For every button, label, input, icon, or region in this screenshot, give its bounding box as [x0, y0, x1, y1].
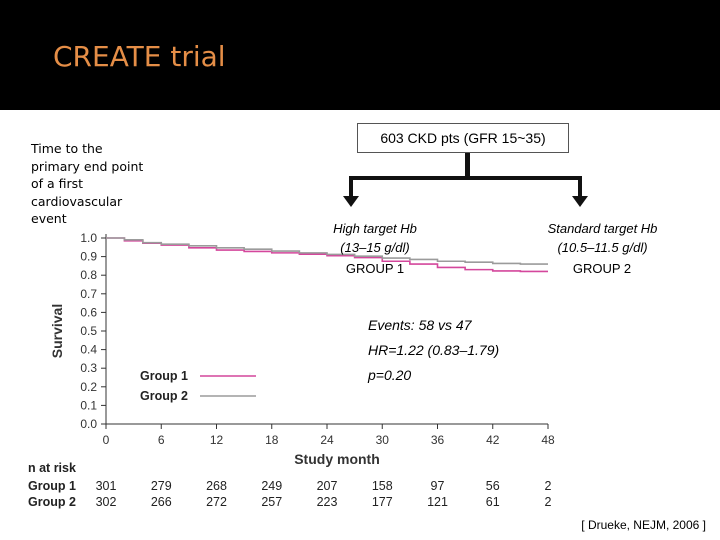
x-tick-label: 42	[486, 433, 500, 447]
x-tick-label: 36	[431, 433, 445, 447]
y-tick-label: 0.6	[80, 305, 97, 319]
x-tick-label: 24	[320, 433, 334, 447]
y-tick-label: 0.5	[80, 324, 97, 338]
side-caption-line: of a first	[31, 176, 84, 191]
side-caption-line: Time to the	[31, 141, 103, 156]
at-risk-value: 207	[317, 479, 338, 493]
at-risk-value: 302	[96, 495, 117, 509]
arm2-line1: Standard target Hb	[547, 221, 658, 236]
p-value-annotation: p=0.20	[368, 367, 412, 383]
y-axis-title: Survival	[49, 304, 65, 358]
legend-label-group-1: Group 1	[140, 369, 188, 383]
arm1-group-label: GROUP 1	[345, 261, 405, 276]
survival-curve-group-2	[106, 237, 548, 265]
at-risk-value: 279	[151, 479, 172, 493]
hazard-ratio-annotation: HR=1.22 (0.83–1.79)	[368, 342, 500, 358]
at-risk-value: 158	[372, 479, 393, 493]
legend-label-group-2: Group 2	[140, 389, 188, 403]
at-risk-value: 268	[206, 479, 227, 493]
connector-left-drop	[349, 176, 353, 198]
arm2-group-label: GROUP 2	[572, 261, 632, 276]
slide-title: CREATE trial	[53, 40, 226, 73]
x-tick-label: 6	[158, 433, 165, 447]
connector-bar	[349, 176, 582, 180]
side-caption: Time to the primary end point of a first…	[31, 140, 161, 228]
citation: [ Drueke, NEJM, 2006 ]	[581, 518, 706, 532]
x-axis-title: Study month	[294, 451, 380, 467]
at-risk-row-label: Group 2	[28, 495, 76, 509]
x-tick-label: 18	[265, 433, 279, 447]
at-risk-header: n at risk	[28, 461, 76, 475]
side-caption-line: event	[31, 211, 67, 226]
arrowhead-right	[572, 196, 588, 207]
at-risk-value: 177	[372, 495, 393, 509]
at-risk-value: 56	[486, 479, 500, 493]
at-risk-value: 272	[206, 495, 227, 509]
arm1-line2: (13–15 g/dl)	[340, 240, 410, 255]
y-tick-label: 1.0	[80, 231, 97, 245]
y-tick-label: 0.9	[80, 250, 97, 264]
at-risk-value: 2	[545, 479, 552, 493]
at-risk-row-label: Group 1	[28, 479, 76, 493]
side-caption-line: primary end point	[31, 158, 144, 174]
at-risk-value: 223	[317, 495, 338, 509]
x-tick-label: 0	[103, 433, 110, 447]
at-risk-value: 266	[151, 495, 172, 509]
y-tick-label: 0.7	[80, 287, 97, 301]
at-risk-value: 2	[545, 495, 552, 509]
title-bar	[0, 0, 720, 110]
x-tick-label: 12	[210, 433, 224, 447]
connector-stem	[465, 146, 470, 178]
y-tick-label: 0.2	[80, 380, 97, 394]
y-tick-label: 0.4	[80, 343, 97, 357]
at-risk-value: 121	[427, 495, 448, 509]
x-tick-label: 48	[541, 433, 555, 447]
y-tick-label: 0.3	[80, 361, 97, 375]
at-risk-value: 249	[261, 479, 282, 493]
arrowhead-left	[343, 196, 359, 207]
arm1-label: High target Hb (13–15 g/dl)	[305, 219, 445, 257]
connector-right-drop	[578, 176, 582, 198]
side-caption-line: cardiovascular	[31, 193, 123, 209]
at-risk-value: 257	[261, 495, 282, 509]
y-tick-label: 0.8	[80, 268, 97, 282]
events-annotation: Events: 58 vs 47	[368, 317, 472, 333]
arm1-line1: High target Hb	[333, 221, 417, 236]
at-risk-value: 301	[96, 479, 117, 493]
at-risk-value: 61	[486, 495, 500, 509]
y-tick-label: 0.0	[80, 417, 97, 431]
enrollment-box: 603 CKD pts (GFR 15~35)	[357, 123, 569, 153]
arm2-label: Standard target Hb (10.5–11.5 g/dl)	[525, 219, 680, 257]
y-tick-label: 0.1	[80, 398, 97, 412]
x-tick-label: 30	[376, 433, 390, 447]
arm2-line2: (10.5–11.5 g/dl)	[557, 240, 648, 255]
at-risk-value: 97	[431, 479, 445, 493]
